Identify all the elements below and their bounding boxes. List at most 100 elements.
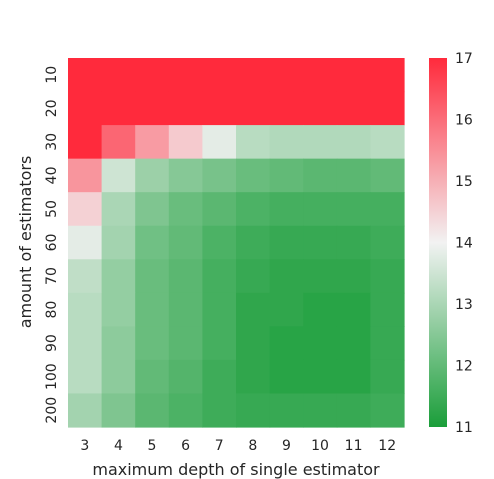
heatmap-cell <box>370 326 405 361</box>
heatmap-cell <box>135 225 170 260</box>
heatmap-cell <box>236 158 271 193</box>
x-tick-label: 5 <box>148 438 157 454</box>
colorbar-tick-label: 11 <box>455 420 473 436</box>
heatmap-cell <box>202 225 237 260</box>
heatmap-cell <box>135 259 170 294</box>
heatmap-cell <box>168 225 203 260</box>
x-tick-label: 10 <box>311 438 329 454</box>
heatmap-cell <box>135 393 170 428</box>
y-tick-label: 100 <box>44 363 60 390</box>
heatmap-cell <box>269 192 304 227</box>
heatmap-cell <box>101 359 136 395</box>
x-tick-label: 11 <box>345 438 363 454</box>
heatmap-cell <box>370 259 405 294</box>
heatmap-cell <box>303 125 338 160</box>
heatmap-cell <box>202 393 237 428</box>
heatmap-cell <box>101 58 136 93</box>
heatmap-cell <box>336 359 371 395</box>
heatmap-cell <box>168 58 203 93</box>
heatmap-cell <box>202 359 237 395</box>
heatmap-cell <box>236 125 271 160</box>
heatmap-cell <box>303 158 338 193</box>
heatmap-cell <box>101 192 136 227</box>
heatmap-cell <box>303 326 338 361</box>
heatmap-cell <box>269 91 304 126</box>
heatmap-cell <box>303 225 338 260</box>
heatmap-cell <box>68 292 103 327</box>
heatmap-cell <box>336 225 371 260</box>
heatmap-cell <box>168 259 203 294</box>
y-tick-label: 60 <box>44 234 60 252</box>
heatmap-cell <box>135 58 170 93</box>
heatmap-cell <box>135 91 170 126</box>
heatmap-cell <box>236 292 271 327</box>
heatmap-cell <box>68 359 103 395</box>
heatmap-cell <box>370 393 405 428</box>
heatmap-cell <box>269 158 304 193</box>
colorbar-tick-label: 13 <box>455 297 473 313</box>
heatmap-cell <box>370 91 405 126</box>
heatmap-cell <box>370 225 405 260</box>
heatmap-cell <box>135 326 170 361</box>
x-tick-label: 12 <box>378 438 396 454</box>
y-tick-label: 90 <box>44 334 60 352</box>
heatmap-cell <box>202 259 237 294</box>
heatmap-cell <box>202 91 237 126</box>
heatmap-cell <box>303 259 338 294</box>
heatmap-cell <box>269 326 304 361</box>
heatmap-cell <box>336 192 371 227</box>
heatmap-cell <box>236 58 271 93</box>
heatmap-cell <box>236 225 271 260</box>
heatmap-cell <box>68 225 103 260</box>
heatmap-cell <box>202 292 237 327</box>
heatmap-cell <box>168 158 203 193</box>
y-tick-label: 200 <box>44 397 60 424</box>
y-tick-label: 40 <box>44 166 60 184</box>
heatmap-cell <box>269 292 304 327</box>
heatmap-cell <box>135 158 170 193</box>
heatmap-cell <box>168 192 203 227</box>
heatmap-cells <box>68 58 405 428</box>
heatmap-cell <box>168 393 203 428</box>
heatmap-cell <box>68 326 103 361</box>
x-tick-label: 3 <box>80 438 89 454</box>
x-axis-label: maximum depth of single estimator <box>92 460 380 479</box>
y-tick-label: 30 <box>44 133 60 151</box>
colorbar-tick-label: 12 <box>455 359 473 375</box>
heatmap-cell <box>135 292 170 327</box>
heatmap-cell <box>68 125 103 160</box>
heatmap-cell <box>303 292 338 327</box>
heatmap-cell <box>202 58 237 93</box>
heatmap-cell <box>168 326 203 361</box>
heatmap-cell <box>202 158 237 193</box>
heatmap-cell <box>202 326 237 361</box>
heatmap-cell <box>236 259 271 294</box>
heatmap-cell <box>336 393 371 428</box>
y-tick-labels: 10 20 30 40 50 60 70 80 90 100 200 <box>44 66 60 424</box>
colorbar: 11 12 13 14 15 16 17 <box>429 51 473 436</box>
heatmap-cell <box>370 292 405 327</box>
heatmap-cell <box>101 259 136 294</box>
heatmap-cell <box>269 225 304 260</box>
heatmap-cell <box>303 192 338 227</box>
heatmap-cell <box>336 292 371 327</box>
heatmap-cell <box>269 58 304 93</box>
heatmap-cell <box>336 326 371 361</box>
heatmap-cell <box>303 58 338 93</box>
y-tick-label: 70 <box>44 267 60 285</box>
heatmap-cell <box>168 91 203 126</box>
heatmap-cell <box>303 393 338 428</box>
heatmap-cell <box>68 259 103 294</box>
y-tick-label: 10 <box>44 66 60 84</box>
x-tick-label: 7 <box>215 438 224 454</box>
heatmap-cell <box>101 292 136 327</box>
heatmap-cell <box>336 91 371 126</box>
heatmap-cell <box>269 359 304 395</box>
heatmap-cell <box>336 58 371 93</box>
heatmap-cell <box>236 192 271 227</box>
colorbar-tick-label: 17 <box>455 51 473 67</box>
heatmap-cell <box>168 125 203 160</box>
heatmap-cell <box>135 125 170 160</box>
heatmap-cell <box>336 259 371 294</box>
